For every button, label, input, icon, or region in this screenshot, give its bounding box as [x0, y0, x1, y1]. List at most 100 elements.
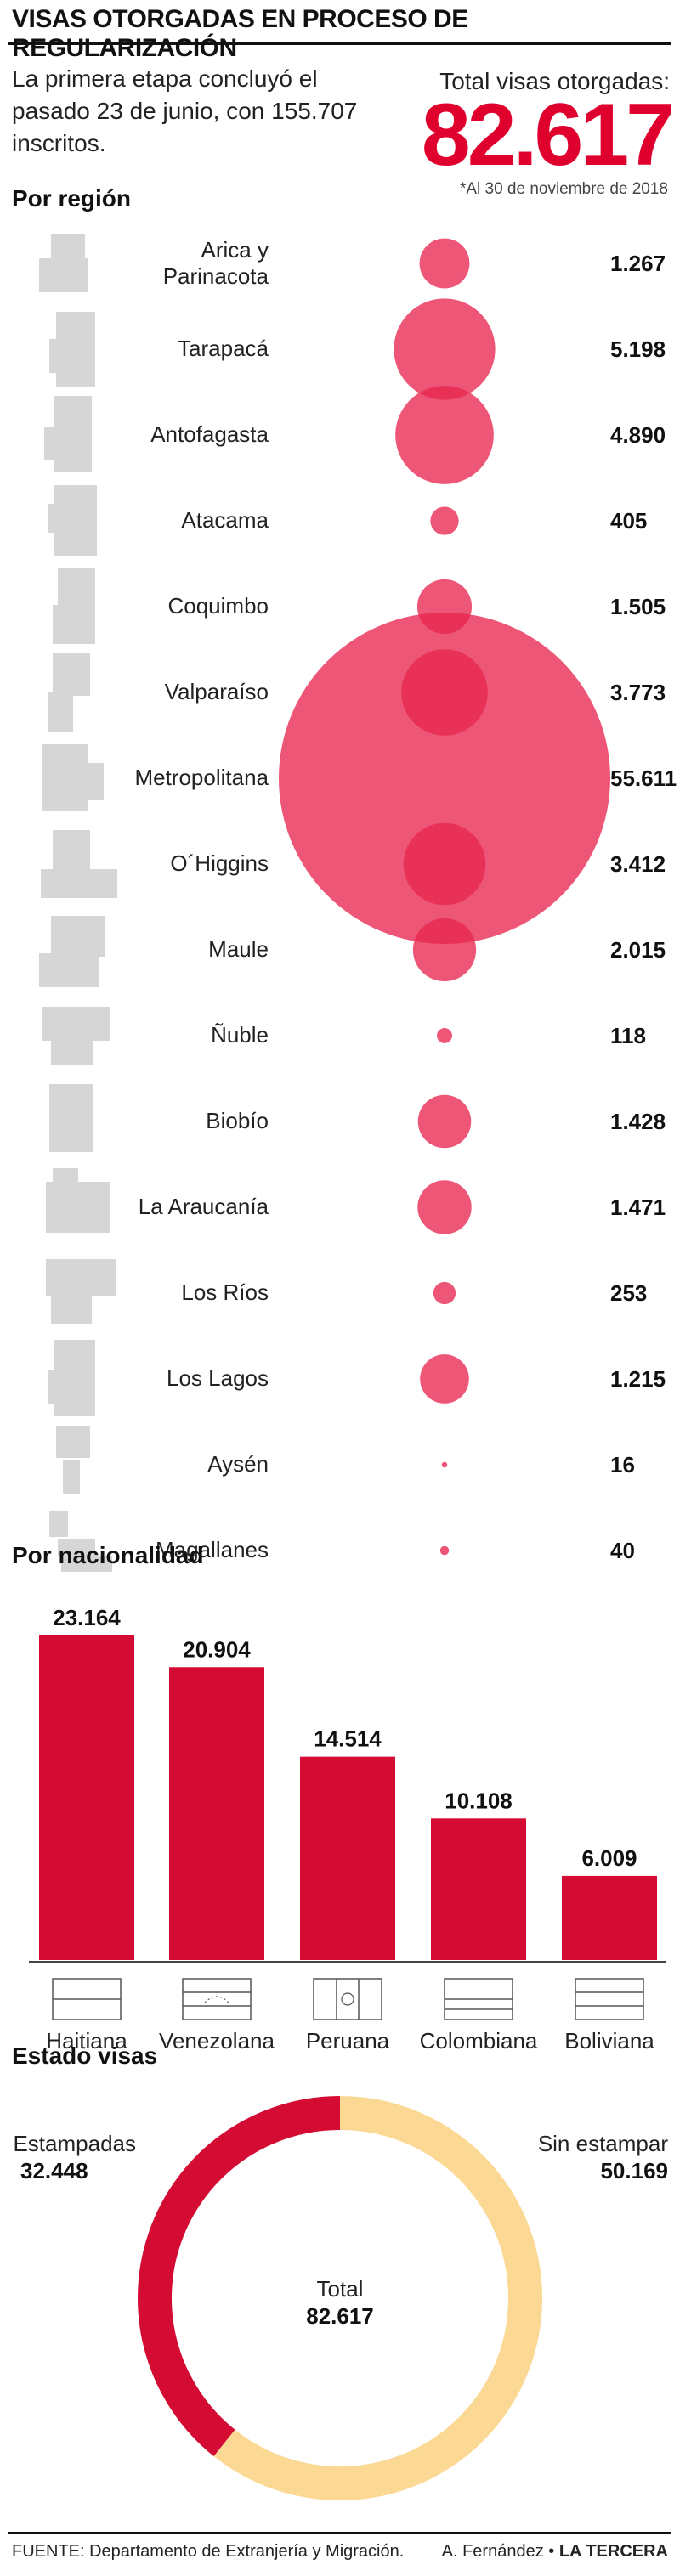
- region-row-atacama: Atacama 405: [48, 485, 647, 556]
- region-map-icon: [42, 1007, 110, 1041]
- author: A. Fernández •: [441, 2542, 555, 2561]
- bar-category-label: Haitiana: [46, 2028, 128, 2052]
- region-row-metropolitana: Metropolitana 55.611: [42, 744, 677, 811]
- date-note: *Al 30 de noviembre de 2018: [459, 180, 668, 198]
- flag-icon-peruana: [313, 1978, 382, 2020]
- region-map-icon: [80, 763, 104, 800]
- bubble-o-higgins: [403, 822, 486, 906]
- footer-rule: [8, 2532, 672, 2534]
- region-value-label: 40: [610, 1538, 635, 1563]
- region-value-label: 1.215: [610, 1366, 666, 1392]
- region-label: Atacama: [181, 507, 269, 533]
- region-label: Ñuble: [211, 1022, 269, 1048]
- region-value-label: 1.505: [610, 594, 666, 619]
- region-value-label: 1.471: [610, 1195, 666, 1220]
- region-value-label: 1.428: [610, 1109, 666, 1134]
- region-row-o-higgins: O´Higgins 3.412: [41, 830, 666, 898]
- flag-coat-of-arms-icon: [341, 1992, 354, 2006]
- region-map-icon: [53, 653, 90, 696]
- region-row-arica-y-parinacota: Arica y Parinacota 1.267: [39, 234, 666, 292]
- region-map-icon: [48, 504, 65, 533]
- region-label: La Araucanía: [139, 1194, 269, 1219]
- region-row-los-rios: Los Ríos 253: [46, 1259, 647, 1324]
- region-label-line: Ñuble: [211, 1022, 269, 1048]
- bubble-antofagasta: [395, 386, 494, 484]
- region-label: Metropolitana: [134, 765, 269, 790]
- region-label-line: Biobío: [206, 1108, 269, 1133]
- region-value-label: 4.890: [610, 422, 666, 448]
- bubble-metropolitana: [279, 613, 610, 944]
- region-row-la-araucania: La Araucanía 1.471: [46, 1168, 666, 1233]
- region-heading: Por región: [12, 185, 132, 212]
- region-label: Coquimbo: [167, 593, 269, 619]
- region-row-tarapaca: Tarapacá 5.198: [49, 312, 666, 387]
- bar-haitiana: [39, 1635, 134, 1960]
- region-label-line: O´Higgins: [170, 850, 269, 876]
- region-label-line: La Araucanía: [139, 1194, 269, 1219]
- legend-unstamped-value: 50.169: [600, 2158, 668, 2183]
- bubble-aysen: [441, 1461, 448, 1468]
- region-row-antofagasta: Antofagasta 4.890: [44, 396, 666, 472]
- region-map-icon: [46, 1259, 116, 1296]
- region-map-icon: [48, 692, 73, 732]
- region-value-label: 55.611: [610, 765, 677, 791]
- bar-category-label: Peruana: [306, 2028, 390, 2052]
- bubble-atacama: [430, 506, 459, 535]
- bubble-nuble: [437, 1028, 452, 1043]
- bubble-la-araucania: [417, 1180, 472, 1234]
- total-value: 82.617: [421, 86, 675, 184]
- region-map-icon: [46, 1182, 110, 1233]
- region-map-icon: [48, 1370, 65, 1404]
- region-label-line: Los Lagos: [167, 1365, 269, 1391]
- region-bubble-chart: Arica y Parinacota 1.267 Tarapacá 5.198 Antof…: [39, 234, 677, 1572]
- region-label-line: Magallanes: [156, 1537, 269, 1562]
- bubble-los-rios: [433, 1281, 456, 1305]
- region-map-icon: [51, 916, 105, 957]
- region-label-line: Coquimbo: [167, 593, 269, 619]
- bar-category-label: Boliviana: [564, 2028, 654, 2052]
- status-heading: Estado visas: [12, 2042, 158, 2069]
- region-map-icon: [39, 258, 88, 292]
- region-row-los-lagos: Los Lagos 1.215: [48, 1340, 666, 1416]
- region-value-label: 405: [610, 508, 647, 534]
- bubble-biobio: [417, 1094, 472, 1149]
- region-map-icon: [56, 1426, 90, 1458]
- region-row-aysen: Aysén 16: [56, 1426, 635, 1494]
- flag-stars-icon: [204, 1996, 230, 2003]
- bar-value-label: 6.009: [581, 1845, 637, 1871]
- legend-stamped-value: 32.448: [20, 2158, 88, 2183]
- donut-segment-sin-estampar: [213, 2096, 542, 2500]
- donut-center-label: Total: [317, 2276, 364, 2302]
- region-label: Los Lagos: [167, 1365, 269, 1391]
- region-map-icon: [53, 605, 95, 644]
- bar-venezolana: [169, 1667, 264, 1960]
- bubble-tarapaca: [394, 298, 496, 400]
- region-value-label: 16: [610, 1452, 635, 1477]
- brand: LA TERCERA: [558, 2542, 668, 2561]
- bubble-maule: [412, 918, 477, 982]
- region-label: Valparaíso: [165, 679, 269, 704]
- region-row-valparaiso: Valparaíso 3.773: [48, 653, 666, 732]
- donut-segment-estampadas: [138, 2096, 341, 2456]
- region-label-line: Los Ríos: [181, 1280, 269, 1305]
- region-label-line: Atacama: [181, 507, 269, 533]
- region-label-line: Tarapacá: [178, 336, 269, 361]
- region-row-magallanes: Magallanes 40: [49, 1511, 635, 1572]
- bubble-magallanes: [439, 1545, 450, 1556]
- region-label: Magallanes: [156, 1537, 269, 1562]
- region-label-line: Maule: [208, 936, 269, 962]
- bar-value-label: 23.164: [53, 1605, 121, 1630]
- legend-stamped-label: Estampadas: [13, 2131, 136, 2156]
- source-note: FUENTE: Departamento de Extranjería y Mi…: [12, 2542, 405, 2561]
- region-map-icon: [58, 1539, 95, 1556]
- region-row-nuble: Ñuble 118: [42, 1007, 646, 1065]
- region-value-label: 5.198: [610, 336, 666, 362]
- bar-value-label: 20.904: [183, 1636, 251, 1662]
- title-rule: [8, 42, 672, 45]
- flag-icon-boliviana: [575, 1978, 644, 2020]
- region-value-label: 3.412: [610, 851, 666, 877]
- region-label: Antofagasta: [150, 421, 269, 447]
- bar-category-label: Colombiana: [420, 2028, 538, 2052]
- region-row-coquimbo: Coquimbo 1.505: [53, 568, 666, 644]
